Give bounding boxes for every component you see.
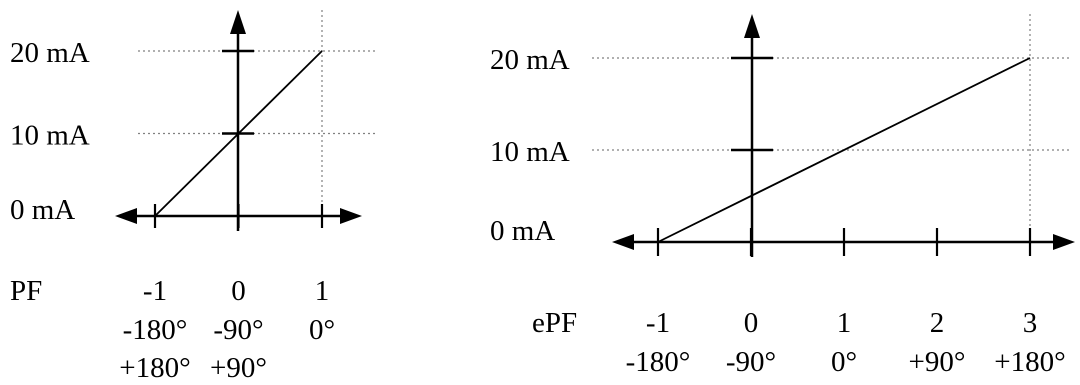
- x-tick-label: -1: [646, 307, 670, 339]
- y-tick-label: 0 mA: [10, 194, 75, 226]
- x-tick-label: 0: [231, 275, 246, 307]
- y-tick-label: 10 mA: [10, 120, 90, 152]
- x-axis-arrow-right: [340, 208, 362, 224]
- epf-chart: 0 mA 10 mA 20 mA ePF -1 -180° 0 -90° 1 0° 2 +90° 3 +1…: [490, 14, 1075, 378]
- x-angle-label: -180°: [626, 346, 691, 378]
- y-tick-label: 10 mA: [490, 136, 570, 168]
- x-axis-arrow-left: [612, 234, 634, 250]
- x-angle-label: -180°: [123, 314, 188, 346]
- x-tick-label: 1: [837, 307, 852, 339]
- x-angle-label: 0°: [831, 346, 857, 378]
- x-angle-label: +90°: [210, 352, 267, 384]
- x-angle-label: 0°: [309, 314, 335, 346]
- x-tick-label: 2: [930, 307, 945, 339]
- series-line: [154, 50, 323, 217]
- y-axis-arrow: [744, 14, 760, 38]
- y-tick-label: 20 mA: [10, 37, 90, 69]
- series-line: [657, 57, 1031, 243]
- x-angle-label: +90°: [909, 346, 966, 378]
- x-axis-title: ePF: [532, 307, 577, 339]
- x-tick-label: 0: [744, 307, 759, 339]
- x-angle-label: -90°: [213, 314, 263, 346]
- pf-chart: 0 mA 10 mA 20 mA PF -1 -180° +180° 0 -90° +90° 1 0°: [10, 10, 378, 384]
- y-axis-arrow: [230, 10, 246, 34]
- x-angle-label: +180°: [994, 346, 1065, 378]
- y-tick-label: 0 mA: [490, 215, 555, 247]
- x-tick-label: 1: [315, 275, 330, 307]
- x-axis-title: PF: [10, 275, 42, 307]
- x-axis-arrow-right: [1053, 234, 1075, 250]
- x-angle-label: -90°: [726, 346, 776, 378]
- x-tick-label: -1: [143, 275, 167, 307]
- y-tick-label: 20 mA: [490, 44, 570, 76]
- x-angle-label: +180°: [119, 352, 190, 384]
- x-tick-label: 3: [1023, 307, 1038, 339]
- x-axis-arrow-left: [115, 208, 137, 224]
